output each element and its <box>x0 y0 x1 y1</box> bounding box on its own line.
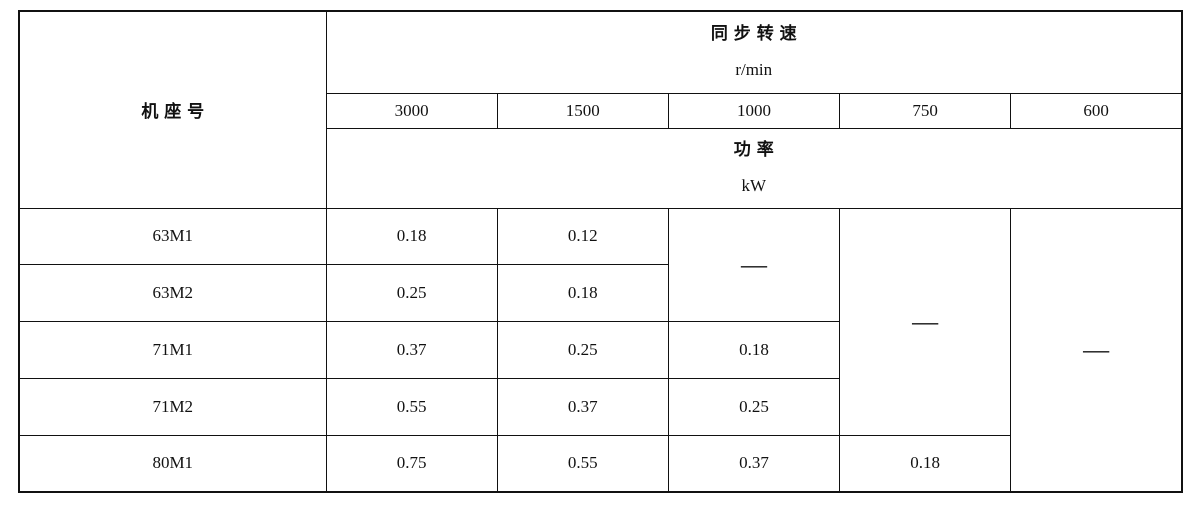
speed: 1500 <box>496 92 669 129</box>
power-none: — <box>667 207 841 322</box>
frame: 63M1 <box>18 207 327 265</box>
power: 0.18 <box>667 320 841 379</box>
power: 0.37 <box>325 320 498 379</box>
power: 0.18 <box>325 207 498 265</box>
frame: 80M1 <box>18 434 327 493</box>
speed: 600 <box>1010 92 1183 129</box>
power: 0.55 <box>325 377 498 436</box>
power-unit: kW <box>741 176 767 195</box>
speed-header-cell: 同 步 转 速 r/min <box>325 10 1183 94</box>
speed: 750 <box>839 92 1012 129</box>
power: 0.12 <box>496 207 669 265</box>
power: 0.37 <box>667 434 841 493</box>
power-header-cell: 功 率 kW <box>325 127 1183 209</box>
power: 0.75 <box>325 434 498 493</box>
frame-header: 机 座 号 <box>18 10 327 209</box>
frame: 63M2 <box>18 263 327 322</box>
power-none: — <box>1010 207 1183 493</box>
frame: 71M2 <box>18 377 327 436</box>
speed: 3000 <box>325 92 498 129</box>
power-header: 功 率 <box>733 140 774 160</box>
power: 0.25 <box>325 263 498 322</box>
speed-header: 同 步 转 速 <box>710 24 797 45</box>
power: 0.25 <box>496 320 669 379</box>
power: 0.55 <box>496 434 669 493</box>
power: 0.18 <box>839 434 1012 493</box>
power-none: — <box>839 207 1012 436</box>
power: 0.25 <box>667 377 841 436</box>
power: 0.18 <box>496 263 669 322</box>
speed: 1000 <box>667 92 841 129</box>
speed-unit: r/min <box>735 60 773 80</box>
frame: 71M1 <box>18 320 327 379</box>
power: 0.37 <box>496 377 669 436</box>
power-table: 机 座 号 同 步 转 速 r/min 3000 1500 1000 750 6… <box>18 10 1183 493</box>
